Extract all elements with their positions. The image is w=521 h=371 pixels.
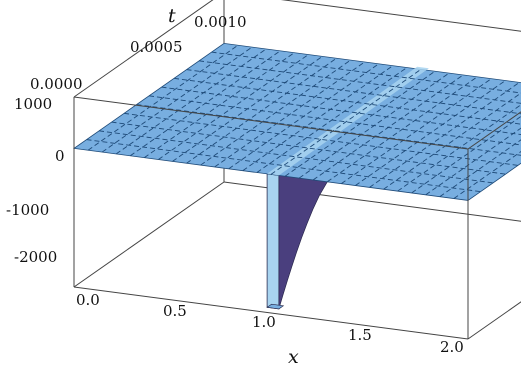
surface-plane [72, 42, 521, 201]
x-tick-label: 1.0 [252, 313, 276, 331]
x-tick-label: 1.5 [348, 326, 372, 344]
mesh-line-x [200, 59, 351, 166]
mesh-line-t [148, 95, 521, 146]
box-edge [280, 0, 521, 32]
mesh-line-t [198, 60, 521, 104]
mesh-line-x [341, 78, 492, 185]
mesh-line-x [397, 104, 521, 192]
t-tick-label: 0.0005 [130, 38, 183, 56]
mesh-line-x [144, 52, 295, 159]
t-axis-label: t [168, 5, 176, 27]
x-tick-label: 0.5 [163, 302, 187, 320]
t-tick-label: 0.0000 [30, 75, 83, 93]
x-axis-label: x [288, 346, 299, 368]
z-tick-label: 0 [55, 147, 65, 165]
mesh-line-t [98, 130, 494, 184]
t-tick-label: 0.0010 [194, 13, 247, 31]
z-tick-label: -2000 [14, 248, 57, 266]
mesh-line-x [270, 68, 422, 175]
box-edge [73, 96, 469, 150]
mesh-line-x [327, 76, 478, 183]
mesh-line-t [211, 51, 521, 94]
z-tick-label: 1000 [14, 95, 52, 113]
box-edge [73, 0, 214, 98]
mesh-line-x [214, 61, 365, 168]
spike-front-face [266, 173, 280, 310]
mesh-line-t [136, 104, 521, 156]
z-tick-label: -1000 [6, 201, 49, 219]
mesh-line-t [161, 86, 521, 136]
surface-mesh [72, 42, 521, 201]
x-tick-label: 0.0 [76, 291, 100, 309]
box-edge [73, 181, 225, 288]
bounding-box-front [73, 96, 521, 340]
mesh-line-t [111, 121, 506, 175]
box-edge [467, 111, 521, 150]
spike-well [266, 168, 346, 310]
mesh-line-x [158, 54, 309, 160]
mesh-line-t [186, 69, 521, 115]
mesh-line-t [173, 77, 521, 125]
box-edge [73, 286, 469, 340]
box-edge [467, 301, 521, 340]
spike-side-wall [278, 168, 346, 309]
mesh-line-t [86, 139, 481, 193]
mesh-line-t [123, 112, 519, 166]
mesh-line-x [87, 44, 239, 151]
x-tick-label: 2.0 [440, 338, 464, 356]
spike-bottom [266, 303, 285, 310]
